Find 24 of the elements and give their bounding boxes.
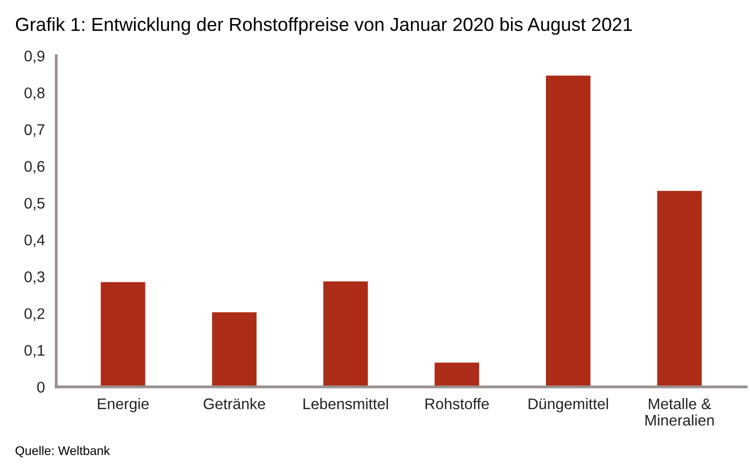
y-tick-label: 0,5	[24, 198, 44, 210]
y-tick-label: 0,7	[24, 124, 44, 137]
bar	[434, 362, 480, 387]
y-tick-label: 0	[37, 382, 45, 393]
chart-title: Grafik 1: Entwicklung der Rohstoffpreise von Januar 2020 bis August 2021	[16, 17, 632, 35]
y-tick-label: 0,4	[24, 234, 45, 248]
x-tick-label: Metalle & Mineralien	[645, 398, 714, 426]
x-tick-label: Getränke	[204, 398, 266, 410]
y-tick-label: 0,9	[24, 50, 44, 64]
y-tick-label: 0,1	[24, 344, 44, 358]
y-tick-label: 0,8	[24, 87, 44, 100]
y-tick-label: 0,2	[24, 308, 44, 321]
x-tick-label: Düngemittel	[528, 398, 608, 412]
source-note: Quelle: Weltbank	[16, 446, 110, 458]
x-tick-label: Lebensmittel	[304, 398, 388, 410]
x-tick-label: Rohstoffe	[426, 398, 489, 410]
bar	[546, 76, 590, 387]
y-tick-label: 0,6	[24, 161, 44, 174]
bar	[657, 190, 702, 387]
y-tick-label: 0,3	[24, 271, 44, 284]
bar	[212, 312, 257, 387]
bar	[100, 282, 146, 387]
x-tick-label: Energie	[98, 398, 149, 412]
bar	[323, 281, 368, 387]
